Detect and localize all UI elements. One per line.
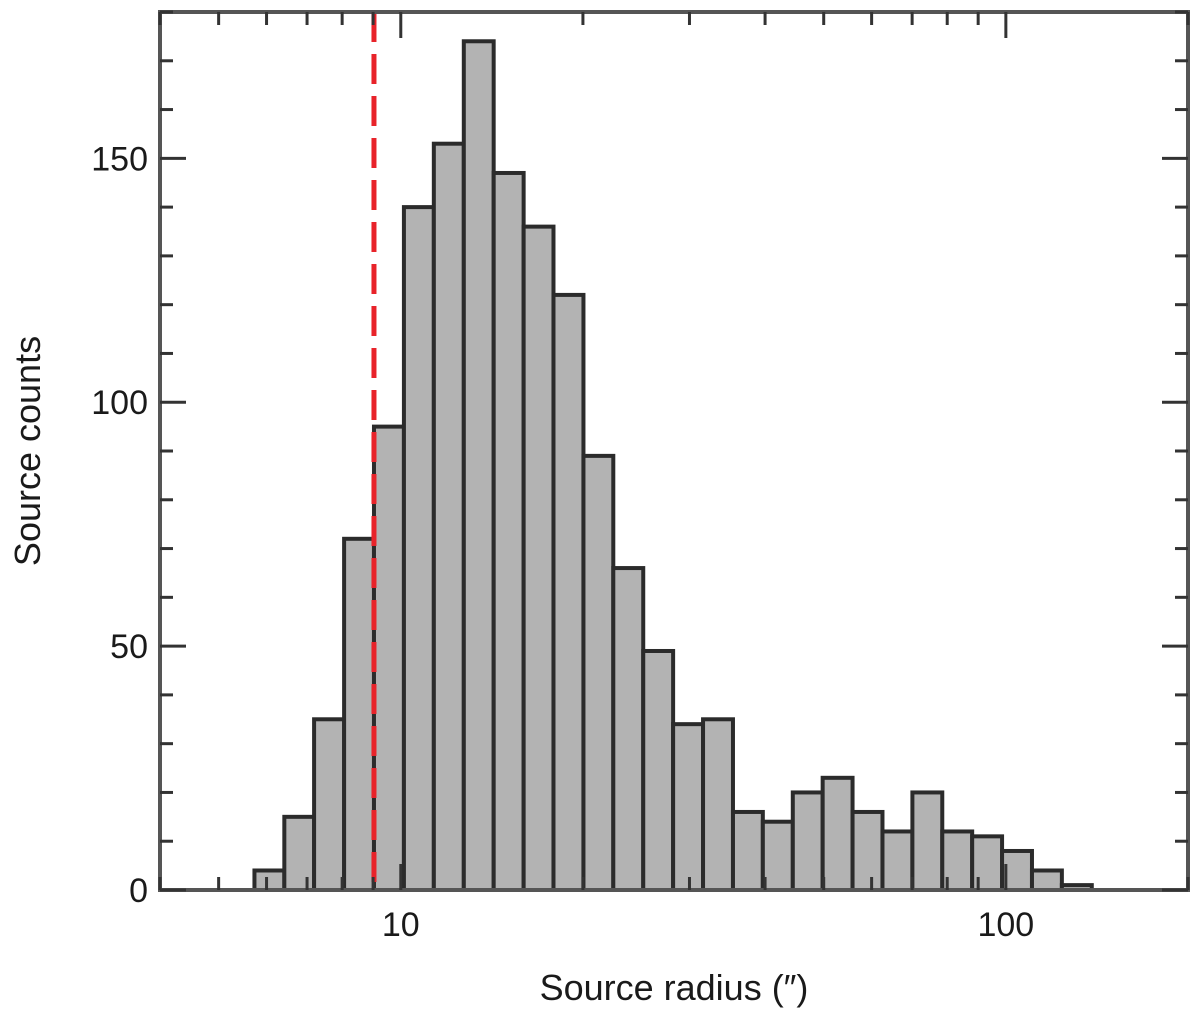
histogram-bar: [970, 834, 1005, 892]
histogram-bar: [521, 224, 556, 893]
axis-ticks: [158, 10, 1190, 892]
x-tick-label: 100: [977, 906, 1034, 944]
histogram-bar: [461, 39, 496, 893]
y-tick-label: 50: [110, 628, 148, 666]
histogram-bar: [431, 141, 466, 892]
y-tick-labels: 0 50 100 150: [91, 140, 148, 910]
y-tick-label: 100: [91, 384, 148, 422]
y-tick-label: 0: [129, 872, 148, 910]
histogram-bar: [880, 829, 915, 893]
histogram-bar: [551, 292, 586, 892]
histogram-bar: [491, 170, 526, 892]
histogram-bar: [910, 790, 945, 893]
histogram-bar: [371, 424, 406, 892]
histogram-bar: [730, 809, 765, 893]
histogram-bar: [581, 453, 616, 892]
histogram-bar: [671, 722, 706, 893]
histogram-bar: [312, 717, 347, 892]
histogram-bar: [342, 536, 376, 892]
histogram-bar: [701, 717, 735, 892]
histogram-bar: [401, 205, 436, 893]
histogram-bar: [760, 819, 795, 893]
x-tick-labels: 10 100: [382, 906, 1034, 944]
histogram-bar: [252, 868, 287, 893]
histogram-bar: [1029, 868, 1064, 893]
histogram-bar: [850, 809, 885, 893]
y-axis-title: Source counts: [7, 336, 48, 566]
histogram-bar: [641, 648, 676, 892]
x-axis-title: Source radius (″): [540, 967, 809, 1008]
histogram-bar: [820, 775, 855, 892]
x-tick-label: 10: [382, 906, 420, 944]
histogram-bar: [611, 566, 646, 892]
histogram-bar: [282, 814, 317, 892]
histogram-bars: [252, 39, 1094, 893]
histogram-bar: [790, 790, 825, 893]
y-tick-label: 150: [91, 140, 148, 178]
